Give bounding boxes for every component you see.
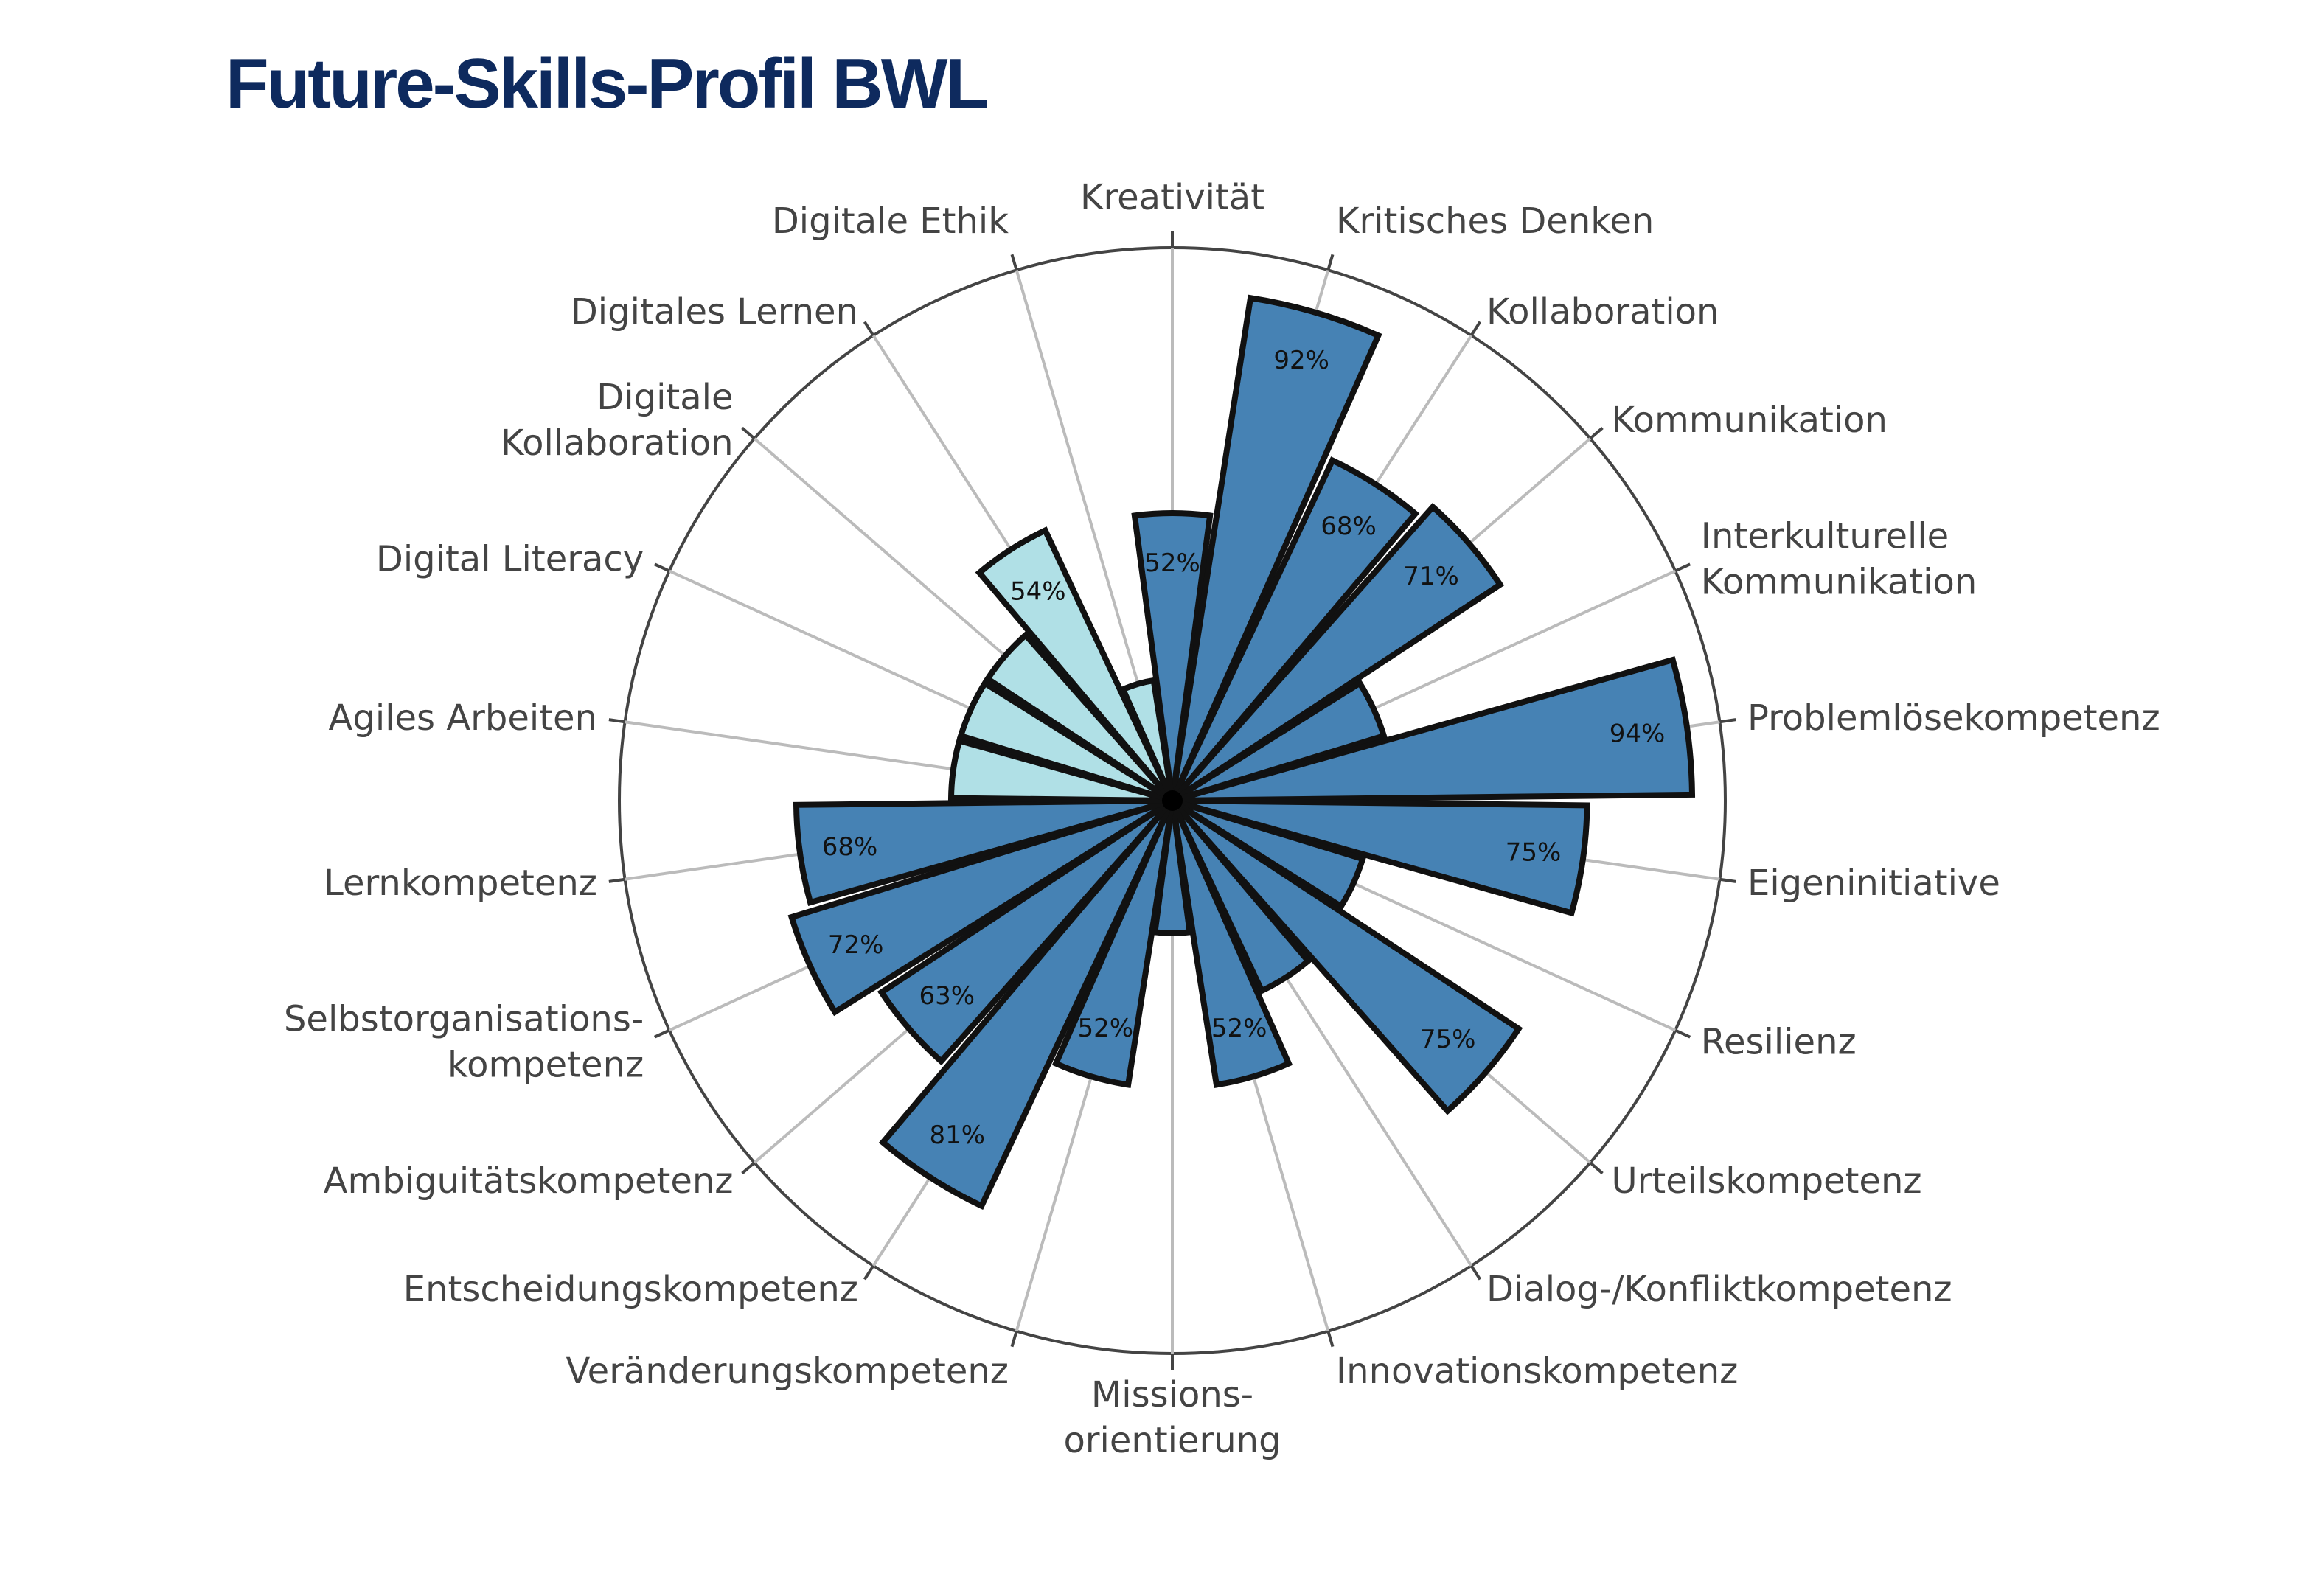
- value-label: 94%: [1610, 719, 1666, 748]
- center-hub: [1162, 790, 1183, 811]
- bar-selbstorganisations-kompetenz: [787, 798, 1175, 1017]
- bar-urteilskompetenz: [1170, 798, 1523, 1115]
- category-label-veraenderungskompetenz: Veränderungskompetenz: [566, 1351, 1009, 1392]
- value-label: 75%: [1420, 1025, 1476, 1054]
- category-label-dialog-konfliktkompetenz: Dialog-/Konfliktkompetenz: [1486, 1269, 1952, 1310]
- bar-kritisches-denken: [1169, 294, 1382, 802]
- tick-mark: [653, 562, 670, 573]
- tick-mark: [863, 1264, 875, 1281]
- category-label-digitales-lernen: Digitales Lernen: [571, 291, 858, 332]
- bar-kollaboration: [1169, 456, 1420, 803]
- labels: 52% 92% 68% 71% 94% 75% 75% 52% 52% 81% 63% 72% 68% 5…: [284, 177, 2160, 1461]
- tick-mark: [1326, 254, 1335, 271]
- category-label-innovationskompetenz: Innovationskompetenz: [1336, 1351, 1738, 1392]
- tick-mark: [741, 426, 756, 440]
- tick-mark: [1010, 254, 1018, 271]
- value-label: 52%: [1078, 1014, 1134, 1043]
- bar-digitales-lernen: [975, 526, 1175, 803]
- value-label: 71%: [1403, 562, 1459, 591]
- category-label-selbstorganisations-kompetenz: Selbstorganisations-kompetenz: [284, 998, 644, 1085]
- category-label-digitale-kollaboration: Digitale Kollaboration: [501, 377, 733, 464]
- tick-mark: [1674, 1028, 1691, 1039]
- category-label-lernkompetenz: Lernkompetenz: [324, 863, 597, 904]
- value-label: 68%: [1321, 512, 1377, 541]
- bar-dialog-konfliktkompetenz: [1169, 798, 1312, 995]
- bar-eigeninitiative: [1171, 798, 1590, 917]
- category-label-interkulturelle-kommunikation: Interkulturelle Kommunikation: [1701, 516, 1977, 603]
- category-label-kritisches-denken: Kritisches Denken: [1336, 201, 1654, 242]
- category-label-resilienz: Resilienz: [1701, 1021, 1857, 1062]
- bar-problemloesekompetenz: [1171, 656, 1696, 804]
- tick-mark: [1589, 1161, 1604, 1175]
- bar-veraenderungskompetenz: [1051, 799, 1175, 1088]
- value-label: 92%: [1273, 346, 1329, 375]
- tick-mark: [1326, 1331, 1335, 1348]
- tick-mark: [608, 718, 625, 724]
- tick-mark: [1674, 562, 1691, 573]
- category-label-entscheidungskompetenz: Entscheidungskompetenz: [403, 1269, 858, 1310]
- tick-mark: [1010, 1331, 1018, 1348]
- bar-resilienz: [1170, 798, 1367, 910]
- category-label-urteilskompetenz: Urteilskompetenz: [1612, 1160, 1922, 1202]
- value-label: 52%: [1144, 548, 1200, 578]
- category-label-problemloesekompetenz: Problemlösekompetenz: [1747, 697, 2160, 739]
- value-label: 68%: [822, 832, 878, 862]
- value-label: 81%: [930, 1121, 986, 1150]
- bar-interkulturelle-kommunikation: [1170, 679, 1388, 804]
- tick-mark: [863, 321, 875, 337]
- category-label-digitale-ethik: Digitale Ethik: [772, 201, 1009, 242]
- value-label: 54%: [1010, 577, 1066, 607]
- tick-mark: [741, 1161, 756, 1175]
- bar-lernkompetenz: [793, 798, 1174, 907]
- bar-digital-literacy: [957, 679, 1175, 804]
- category-label-ambiguitaetskompetenz: Ambiguitätskompetenz: [324, 1160, 734, 1202]
- tick-mark: [1719, 877, 1736, 883]
- category-label-kreativitaet: Kreativität: [1080, 177, 1264, 218]
- tick-mark: [1719, 718, 1736, 724]
- tick-mark: [1589, 426, 1604, 440]
- value-label: 75%: [1506, 837, 1562, 867]
- tick-mark: [1469, 1264, 1482, 1281]
- category-label-eigeninitiative: Eigeninitiative: [1747, 863, 2000, 904]
- tick-mark: [608, 877, 625, 883]
- bar-kommunikation: [1170, 502, 1505, 804]
- bar-digitale-kollaboration: [983, 630, 1175, 804]
- bar-ambiguitaetskompetenz: [877, 798, 1175, 1066]
- category-label-missions-orientierung: Missions-orientierung: [1063, 1374, 1281, 1461]
- bar-missions-orientierung: [1151, 800, 1194, 936]
- tick-mark: [1469, 321, 1482, 337]
- category-label-agiles-arbeiten: Agiles Arbeiten: [329, 697, 597, 739]
- bars: [787, 294, 1696, 1211]
- chart-title: Future-Skills-Profil BWL: [226, 44, 989, 123]
- tick-mark: [653, 1028, 670, 1039]
- value-label: 72%: [828, 930, 884, 960]
- category-label-digital-literacy: Digital Literacy: [376, 539, 644, 580]
- bar-kreativitaet: [1131, 510, 1214, 801]
- value-label: 63%: [919, 981, 975, 1011]
- bar-entscheidungskompetenz: [878, 798, 1175, 1211]
- value-label: 52%: [1211, 1014, 1267, 1043]
- bar-digitale-ethik: [1118, 677, 1175, 802]
- category-label-kommunikation: Kommunikation: [1612, 400, 1888, 441]
- category-label-kollaboration: Kollaboration: [1486, 291, 1719, 332]
- bar-innovationskompetenz: [1169, 799, 1293, 1088]
